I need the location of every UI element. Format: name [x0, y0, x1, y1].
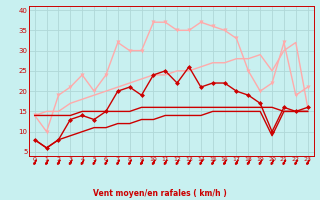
Text: Vent moyen/en rafales ( km/h ): Vent moyen/en rafales ( km/h ) [93, 189, 227, 198]
